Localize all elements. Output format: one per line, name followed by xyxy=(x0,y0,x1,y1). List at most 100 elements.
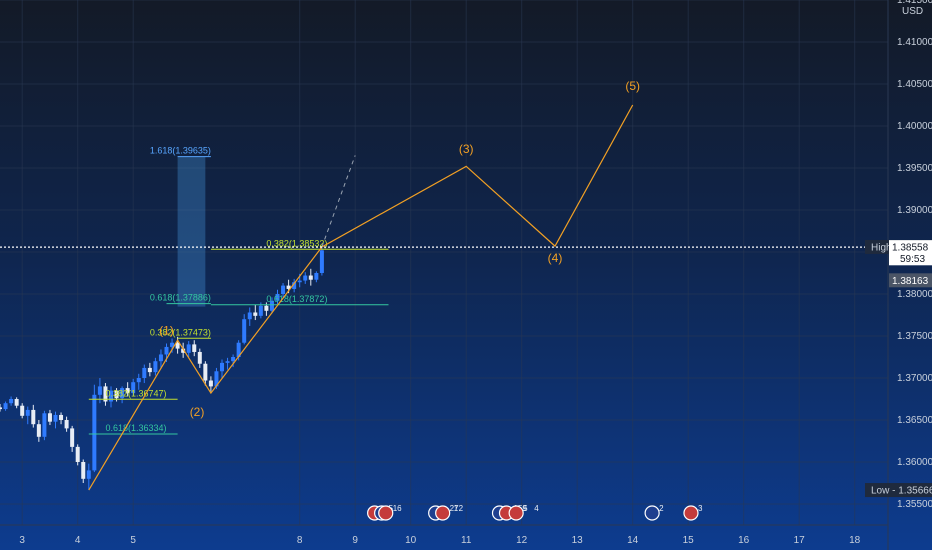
candle-body xyxy=(164,346,169,355)
time-tick-label: 17 xyxy=(794,535,806,546)
event-count: 272 xyxy=(450,504,464,513)
price-axis[interactable]: USD 1.41500 1.41000 1.40500 1.40000 1.39500 1… xyxy=(887,0,932,550)
price-tick-label: 1.37500 xyxy=(897,331,932,342)
event-count: 5 xyxy=(523,504,528,513)
candle-body xyxy=(292,282,297,289)
time-axis[interactable]: 3 4 5 8 9 10 11 12 13 14 15 16 17 18 xyxy=(0,524,888,546)
candle-body xyxy=(42,413,47,437)
candle-body xyxy=(9,399,14,404)
candle-body xyxy=(158,354,163,362)
candle-body xyxy=(0,407,2,410)
wave-label: (4) xyxy=(548,251,563,265)
candle-body xyxy=(319,250,324,273)
price-tick-label: 1.39500 xyxy=(897,163,932,174)
fib-label: 0.618(1.37886) xyxy=(150,293,211,303)
price-tag-label: 1.38163 xyxy=(892,276,929,287)
candles xyxy=(0,246,324,490)
time-tick-label: 10 xyxy=(405,535,417,546)
event-count: 2 xyxy=(659,504,664,513)
time-tick-label: 12 xyxy=(516,535,528,546)
wave-label: (2) xyxy=(190,405,205,419)
projection-zone xyxy=(177,156,206,307)
candle-body xyxy=(14,399,19,406)
event-count: 16 xyxy=(393,504,402,513)
time-tick-label: 4 xyxy=(75,535,81,546)
candle-body xyxy=(297,280,302,283)
event-count: 4 xyxy=(534,504,539,513)
time-tick-label: 16 xyxy=(738,535,750,546)
candle-body xyxy=(181,348,186,353)
candle-body xyxy=(131,382,136,394)
candle-body xyxy=(125,388,130,394)
candle-body xyxy=(86,470,91,479)
candle-body xyxy=(170,342,175,347)
candle-body xyxy=(81,462,86,479)
candle-body xyxy=(92,394,97,471)
us-flag-icon[interactable] xyxy=(683,505,699,521)
candle-body xyxy=(197,351,202,364)
candle-body xyxy=(47,413,52,422)
candle-body xyxy=(175,342,180,349)
candle-body xyxy=(53,414,58,422)
candle-body xyxy=(75,446,80,462)
price-tag-label: 59:53 xyxy=(900,254,925,265)
candle-body xyxy=(153,361,158,373)
time-tick-label: 5 xyxy=(130,535,136,546)
wave-label: (1) xyxy=(159,323,174,337)
candle-body xyxy=(36,424,41,437)
candle-body xyxy=(258,305,263,316)
event-count: 3 xyxy=(698,504,703,513)
candle-body xyxy=(59,414,64,420)
candle-body xyxy=(208,380,213,387)
candle-body xyxy=(120,388,125,399)
projection-zone-rect xyxy=(177,156,206,307)
candle-body xyxy=(64,420,69,429)
fib-label: 0.382(1.37473) xyxy=(150,327,211,337)
candle-body xyxy=(308,275,313,280)
time-tick-label: 18 xyxy=(849,535,861,546)
candle-body xyxy=(103,386,108,402)
candle-body xyxy=(214,371,219,387)
price-tick-label: 1.40000 xyxy=(897,121,932,132)
grid-lines xyxy=(0,0,888,525)
gb-flag-icon[interactable] xyxy=(644,505,660,521)
candle-body xyxy=(303,275,308,281)
wave-label: (3) xyxy=(459,142,474,156)
candle-body xyxy=(242,319,247,343)
price-tick-label: 1.40500 xyxy=(897,79,932,90)
time-tick-label: 14 xyxy=(627,535,639,546)
candle-body xyxy=(109,390,113,402)
fib-label: 0.382(1.36747) xyxy=(105,388,166,398)
candle-body xyxy=(281,285,286,294)
us-flag-icon[interactable] xyxy=(378,505,394,521)
price-tick-label: 1.41000 xyxy=(897,37,932,48)
economic-events[interactable]: 51627211595423 xyxy=(367,504,703,521)
candle-body xyxy=(286,285,291,289)
time-tick-label: 15 xyxy=(683,535,695,546)
candle-body xyxy=(142,367,147,378)
time-tick-label: 3 xyxy=(19,535,25,546)
candle-body xyxy=(275,294,280,301)
candle-body xyxy=(236,342,241,357)
candle-body xyxy=(192,344,197,352)
candle-body xyxy=(20,405,25,416)
fib-label: 0.618(1.37872) xyxy=(266,294,327,304)
time-tick-label: 8 xyxy=(297,535,303,546)
candle-body xyxy=(25,409,30,416)
price-tick-label: 1.38000 xyxy=(897,289,932,300)
candle-body xyxy=(225,361,230,363)
candle-body xyxy=(203,363,208,381)
candle-body xyxy=(264,305,269,311)
us-flag-icon[interactable] xyxy=(508,505,524,521)
price-tick-label: 1.35500 xyxy=(897,499,932,510)
us-flag-icon[interactable] xyxy=(435,505,451,521)
candle-body xyxy=(147,367,152,373)
candle-body xyxy=(253,312,258,316)
price-tag-box xyxy=(865,483,932,498)
price-tag-label: 1.38558 xyxy=(892,243,929,254)
price-tick-label: 1.36500 xyxy=(897,415,932,426)
elliott-waves: (1) (2) (3) (4) (5) xyxy=(88,79,640,491)
